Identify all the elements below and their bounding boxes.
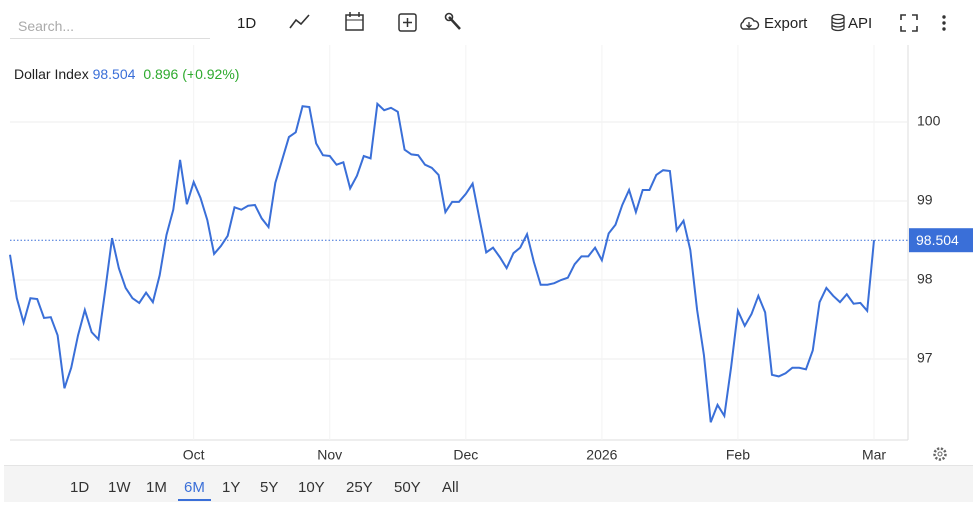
y-tick-label: 98: [917, 271, 933, 287]
fullscreen-icon[interactable]: [899, 13, 919, 33]
range-button[interactable]: 25Y: [346, 479, 373, 496]
add-icon[interactable]: [397, 12, 419, 34]
export-button[interactable]: Export: [764, 15, 808, 32]
y-tick-label: 97: [917, 350, 933, 366]
api-button[interactable]: API: [848, 15, 873, 32]
interval-button[interactable]: 1D: [237, 15, 257, 32]
range-button[interactable]: 10Y: [298, 479, 325, 496]
export-icon[interactable]: [737, 14, 761, 32]
range-button[interactable]: 5Y: [260, 479, 279, 496]
x-tick-label: Mar: [862, 447, 886, 463]
legend-last: 98.504: [92, 66, 136, 82]
range-button[interactable]: 1W: [108, 479, 131, 496]
range-button[interactable]: All: [442, 479, 459, 496]
y-tick-label: 99: [917, 192, 933, 208]
legend-name: Dollar Index: [14, 66, 89, 82]
last-value-label: 98.504: [916, 232, 959, 248]
legend: Dollar Index 98.504 0.896 (+0.92%): [14, 66, 239, 82]
range-button[interactable]: 6M: [178, 479, 211, 501]
last-value-badge: [909, 228, 973, 253]
api-icon[interactable]: [830, 13, 846, 33]
x-tick-label: Feb: [726, 447, 750, 463]
x-tick-label: Oct: [183, 447, 205, 463]
range-button[interactable]: 1Y: [222, 479, 241, 496]
menu-icon[interactable]: [938, 13, 950, 33]
range-bar: [4, 465, 973, 502]
range-button[interactable]: 1M: [146, 479, 167, 496]
chart-type-icon[interactable]: [288, 12, 312, 32]
series-line: [9, 101, 875, 423]
range-button[interactable]: 1D: [70, 479, 90, 496]
legend-change: 0.896 (+0.92%): [143, 66, 240, 82]
x-tick-label: 2026: [586, 447, 617, 463]
chart: 97 98 99 100 Oct Nov Dec 2026 Feb Mar 98.504: [9, 45, 973, 463]
range-button[interactable]: 50Y: [394, 479, 421, 496]
y-tick-label: 100: [917, 113, 941, 129]
calendar-icon[interactable]: [344, 11, 366, 33]
x-tick-label: Nov: [317, 447, 342, 463]
search-placeholder: Search...: [18, 18, 75, 34]
tools-icon[interactable]: [444, 12, 466, 34]
settings-icon[interactable]: [933, 447, 947, 461]
x-tick-label: Dec: [453, 447, 478, 463]
search-box[interactable]: Search...: [10, 10, 210, 39]
